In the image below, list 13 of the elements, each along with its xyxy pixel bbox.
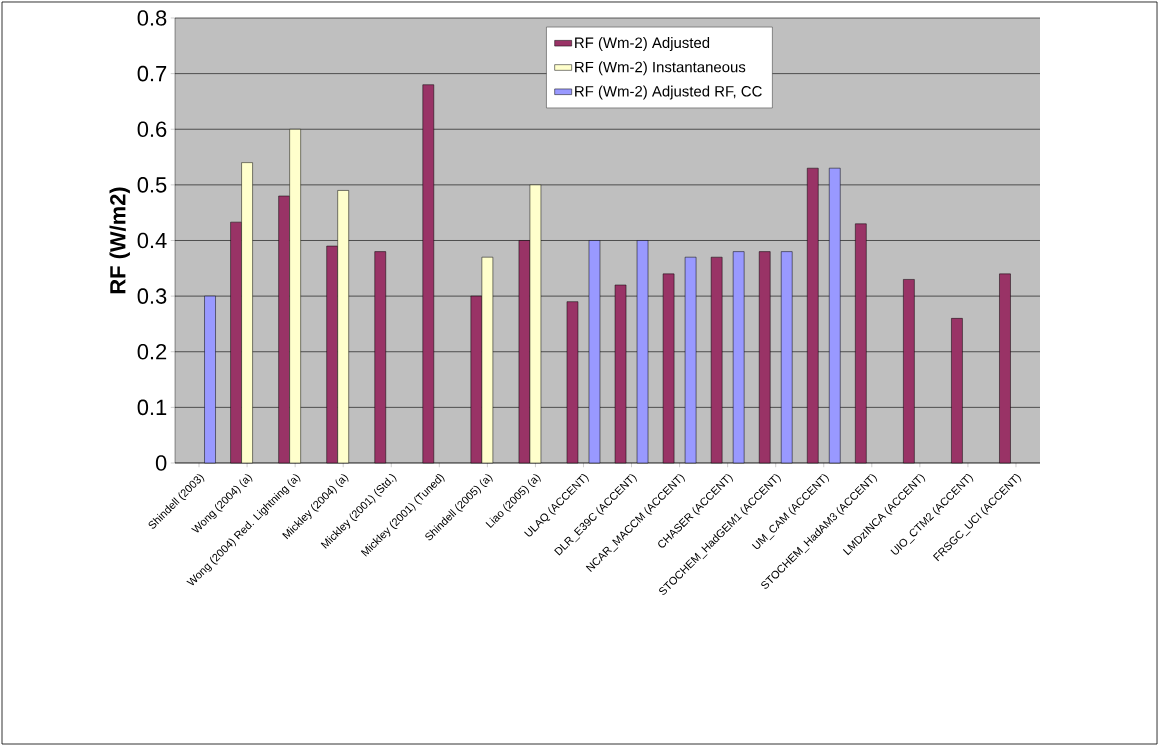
legend-label: RF (Wm-2) Adjusted	[575, 37, 710, 51]
y-tick-label: 0	[155, 455, 167, 471]
y-tick-label: 0.4	[137, 232, 167, 249]
y-tick-label: 0.5	[137, 177, 167, 193]
y-tick-label: 0.3	[137, 288, 167, 304]
y-tick-label: 0.6	[137, 121, 167, 138]
y-axis-title: RF (W/m2)	[109, 187, 130, 294]
y-tick-label: 0.7	[137, 65, 167, 82]
y-tick-label: 0.8	[137, 10, 167, 26]
y-tick-label: 0.2	[137, 343, 167, 360]
legend-label: RF (Wm-2) Instantaneous	[575, 61, 746, 76]
y-tick-label: 0.1	[137, 399, 167, 416]
legend-label: RF (Wm-2) Adjusted RF, CC	[575, 85, 762, 100]
